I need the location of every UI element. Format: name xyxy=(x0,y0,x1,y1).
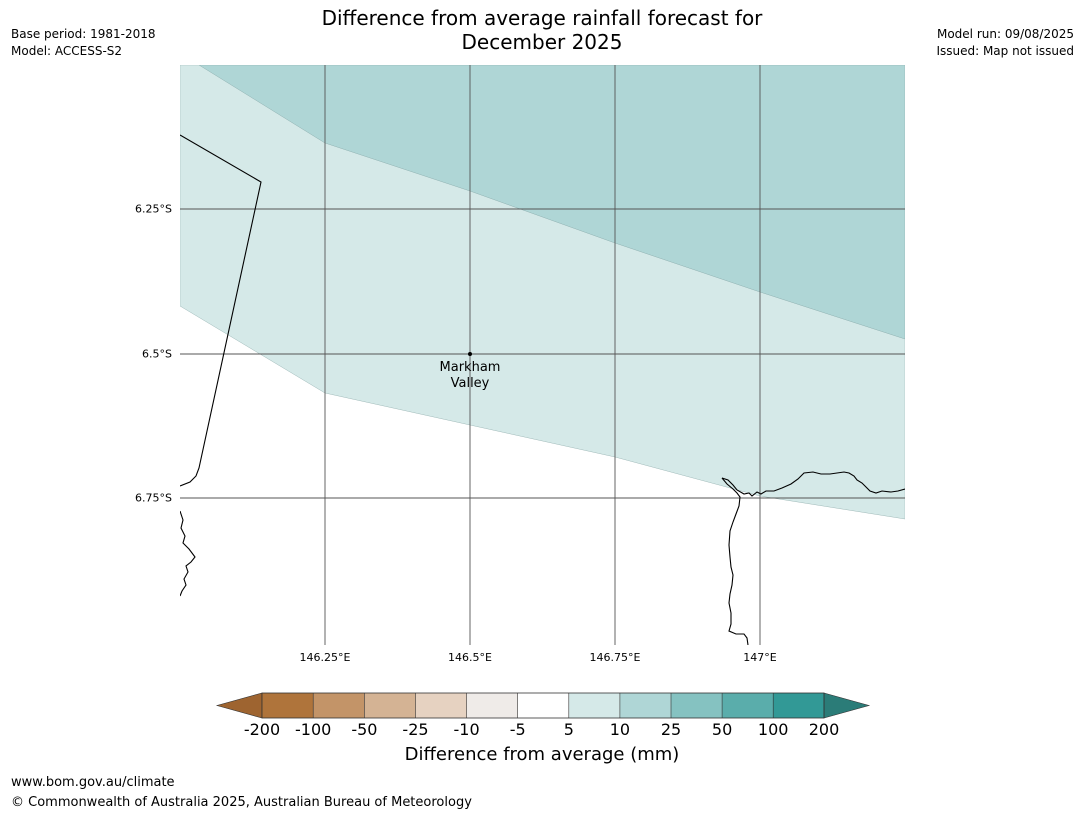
lat-label-6-25: 6.25°S xyxy=(135,202,172,216)
colorbar-title: Difference from average (mm) xyxy=(404,744,680,765)
colorbar-tick-label: 5 xyxy=(563,720,574,739)
footer-url: www.bom.gov.au/climate xyxy=(11,775,175,790)
coastline-west xyxy=(180,510,196,597)
place-marker xyxy=(468,352,472,356)
coastline-river-valley xyxy=(721,477,749,645)
lat-label-6-5: 6.5°S xyxy=(142,347,172,361)
colorbar-outline xyxy=(261,692,825,719)
colorbar-extend-high xyxy=(823,692,871,719)
colorbar-tick-label: 10 xyxy=(609,720,631,739)
colorbar-segment xyxy=(619,693,671,718)
forecast-info: Base period: 1981-2018 Model: ACCESS-S2 xyxy=(11,26,156,60)
colorbar-extend-low xyxy=(215,692,263,719)
colorbar-tick-label: 25 xyxy=(660,720,682,739)
map-area xyxy=(180,65,905,645)
colorbar-tick-label: 200 xyxy=(808,720,840,739)
colorbar-tick-label: -100 xyxy=(295,720,332,739)
colorbar-segment xyxy=(364,693,416,718)
colorbar-segment xyxy=(313,693,365,718)
colorbar-tick-label: -200 xyxy=(243,720,281,739)
model-run-text: Model run: 09/08/2025 xyxy=(936,27,1074,41)
footer-copyright: © Commonwealth of Australia 2025, Austra… xyxy=(11,795,472,810)
colorbar-tick-label: -50 xyxy=(351,720,378,739)
model-text: Model: ACCESS-S2 xyxy=(11,44,123,58)
boundaries xyxy=(180,134,905,645)
colorbar xyxy=(215,692,871,719)
lon-label-146-75: 146.75°E xyxy=(589,651,641,664)
map-title-line2: December 2025 xyxy=(461,30,623,54)
place-label-markham-valley: Markham Valley xyxy=(410,360,530,392)
colorbar-tick-label: -25 xyxy=(402,720,429,739)
colorbar-segment xyxy=(415,693,467,718)
colorbar-tick-label: 50 xyxy=(711,720,733,739)
colorbar-tick-label: -5 xyxy=(509,720,526,739)
base-period-text: Base period: 1981-2018 xyxy=(11,27,156,41)
map-title: Difference from average rainfall forecas… xyxy=(242,6,842,54)
colorbar-segment xyxy=(466,693,518,718)
run-info: Model run: 09/08/2025 Issued: Map not is… xyxy=(936,26,1074,60)
colorbar-segment xyxy=(671,693,723,718)
colorbar-segment xyxy=(722,693,774,718)
colorbar-tick-label: -10 xyxy=(453,720,480,739)
province-border xyxy=(180,134,262,487)
issued-text: Issued: Map not issued xyxy=(936,44,1074,58)
place-name-line2: Valley xyxy=(450,376,490,391)
colorbar-segment xyxy=(517,693,569,718)
place-name-line1: Markham xyxy=(439,360,501,375)
colorbar-segment xyxy=(568,693,620,718)
colorbar-dividers xyxy=(312,693,774,718)
lon-label-146-5: 146.5°E xyxy=(448,651,492,664)
gridlines xyxy=(180,65,905,645)
lon-label-146-25: 146.25°E xyxy=(299,651,351,664)
lat-label-6-75: 6.75°S xyxy=(135,491,172,505)
colorbar-segment xyxy=(262,693,314,718)
coastline-huon-gulf xyxy=(721,471,905,497)
anomaly-band-10-to-25 xyxy=(198,65,905,340)
colorbar-tick-label: 100 xyxy=(757,720,789,739)
lon-label-147: 147°E xyxy=(743,651,777,664)
colorbar-segment xyxy=(773,693,824,718)
map-title-line1: Difference from average rainfall forecas… xyxy=(321,6,763,30)
